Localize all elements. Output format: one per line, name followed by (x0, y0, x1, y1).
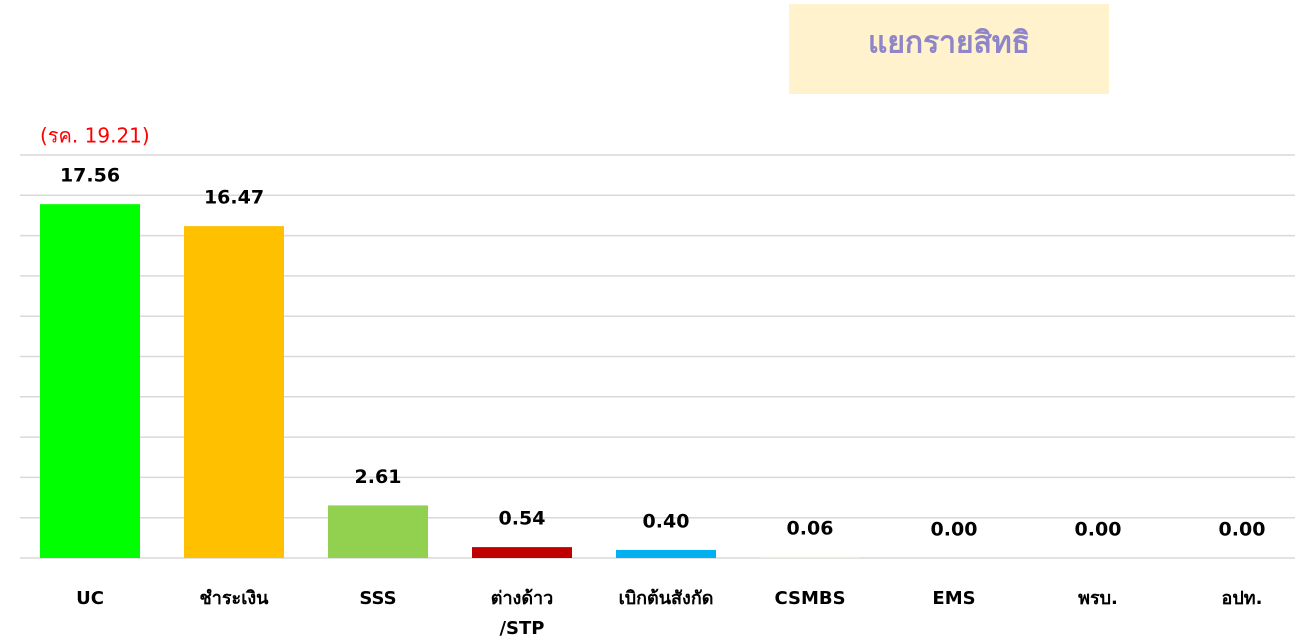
value-label: 0.00 (1075, 519, 1122, 541)
x-tick-label: เบิกต้นสังกัด (618, 588, 714, 609)
x-tick-label: SSS (359, 588, 397, 609)
value-label: 0.00 (1219, 519, 1266, 541)
x-tick-label: อปท. (1221, 588, 1263, 609)
bar (40, 204, 140, 558)
x-tick-label: EMS (932, 588, 976, 609)
bar (328, 505, 428, 558)
x-tick-label: UC (76, 588, 104, 609)
x-tick-label: CSMBS (774, 588, 846, 609)
chart-title: แยกรายสิทธิ (868, 26, 1030, 61)
value-label: 0.40 (643, 510, 690, 532)
value-label: 0.06 (787, 517, 834, 539)
title-box (789, 4, 1109, 94)
annotation: (รค. 19.21) (40, 124, 150, 148)
bar (616, 549, 716, 558)
bar (184, 226, 284, 558)
x-tick-label: ชำระเงิน (199, 588, 269, 609)
value-label: 2.61 (355, 466, 402, 488)
value-label: 17.56 (60, 165, 120, 187)
bar (472, 547, 572, 558)
value-label: 0.54 (499, 508, 546, 530)
bar (760, 556, 860, 558)
x-tick-label: พรบ. (1078, 588, 1118, 609)
x-tick-label: ต่างด้าว /STP (490, 588, 554, 639)
value-label: 16.47 (204, 187, 264, 209)
value-label: 0.00 (931, 519, 978, 541)
